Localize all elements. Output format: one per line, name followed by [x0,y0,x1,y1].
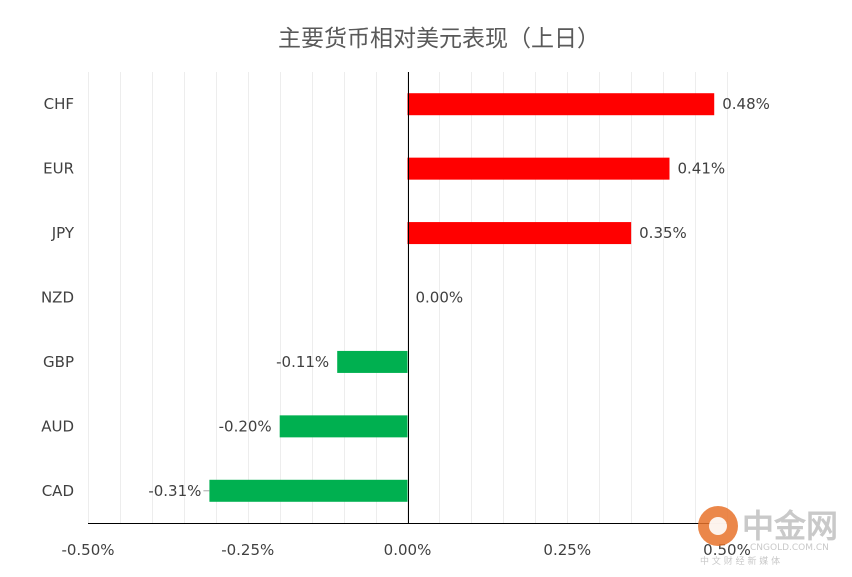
category-label-chf: CHF [44,95,74,113]
axes [88,72,727,524]
data-label-aud: -0.20% [219,417,272,435]
category-label-nzd: NZD [41,289,74,307]
data-label-nzd: 0.00% [416,289,464,307]
x-tick-label: 0.25% [543,541,591,559]
category-label-cad: CAD [42,482,74,500]
bar-gbp [337,350,408,373]
data-label-cad: -0.31% [148,482,201,500]
data-label-gbp: -0.11% [276,353,329,371]
watermark-tagline: 中 文 财 经 新 媒 体 [700,555,780,567]
category-label-gbp: GBP [43,353,74,371]
coin-logo-inner [709,517,727,535]
bars [209,93,715,502]
category-label-jpy: JPY [51,224,75,242]
data-label-eur: 0.41% [677,160,725,178]
x-tick-label: -0.50% [61,541,114,559]
chart-title: 主要货币相对美元表现（上日） [278,26,600,52]
x-tick-label: -0.25% [221,541,274,559]
x-tick-label: 0.00% [384,541,432,559]
data-label-jpy: 0.35% [639,224,687,242]
data-label-chf: 0.48% [722,95,770,113]
bar-eur [407,157,670,180]
category-label-aud: AUD [41,417,74,435]
gridlines [88,72,728,523]
bar-jpy [407,222,632,245]
bar-chf [407,93,715,116]
bar-cad [209,479,408,502]
bar-aud [279,415,408,438]
watermark-logo: 中金网 CNGOLD.COM.CN 中 文 财 经 新 媒 体 [698,506,838,567]
watermark-name: 中金网 [742,507,838,545]
labels: CHF 0.48% EUR 0.41% JPY 0.35% NZD 0.00% GBP -0.11… [41,95,770,559]
category-label-eur: EUR [43,160,74,178]
watermark-url: CNGOLD.COM.CN [750,543,829,553]
